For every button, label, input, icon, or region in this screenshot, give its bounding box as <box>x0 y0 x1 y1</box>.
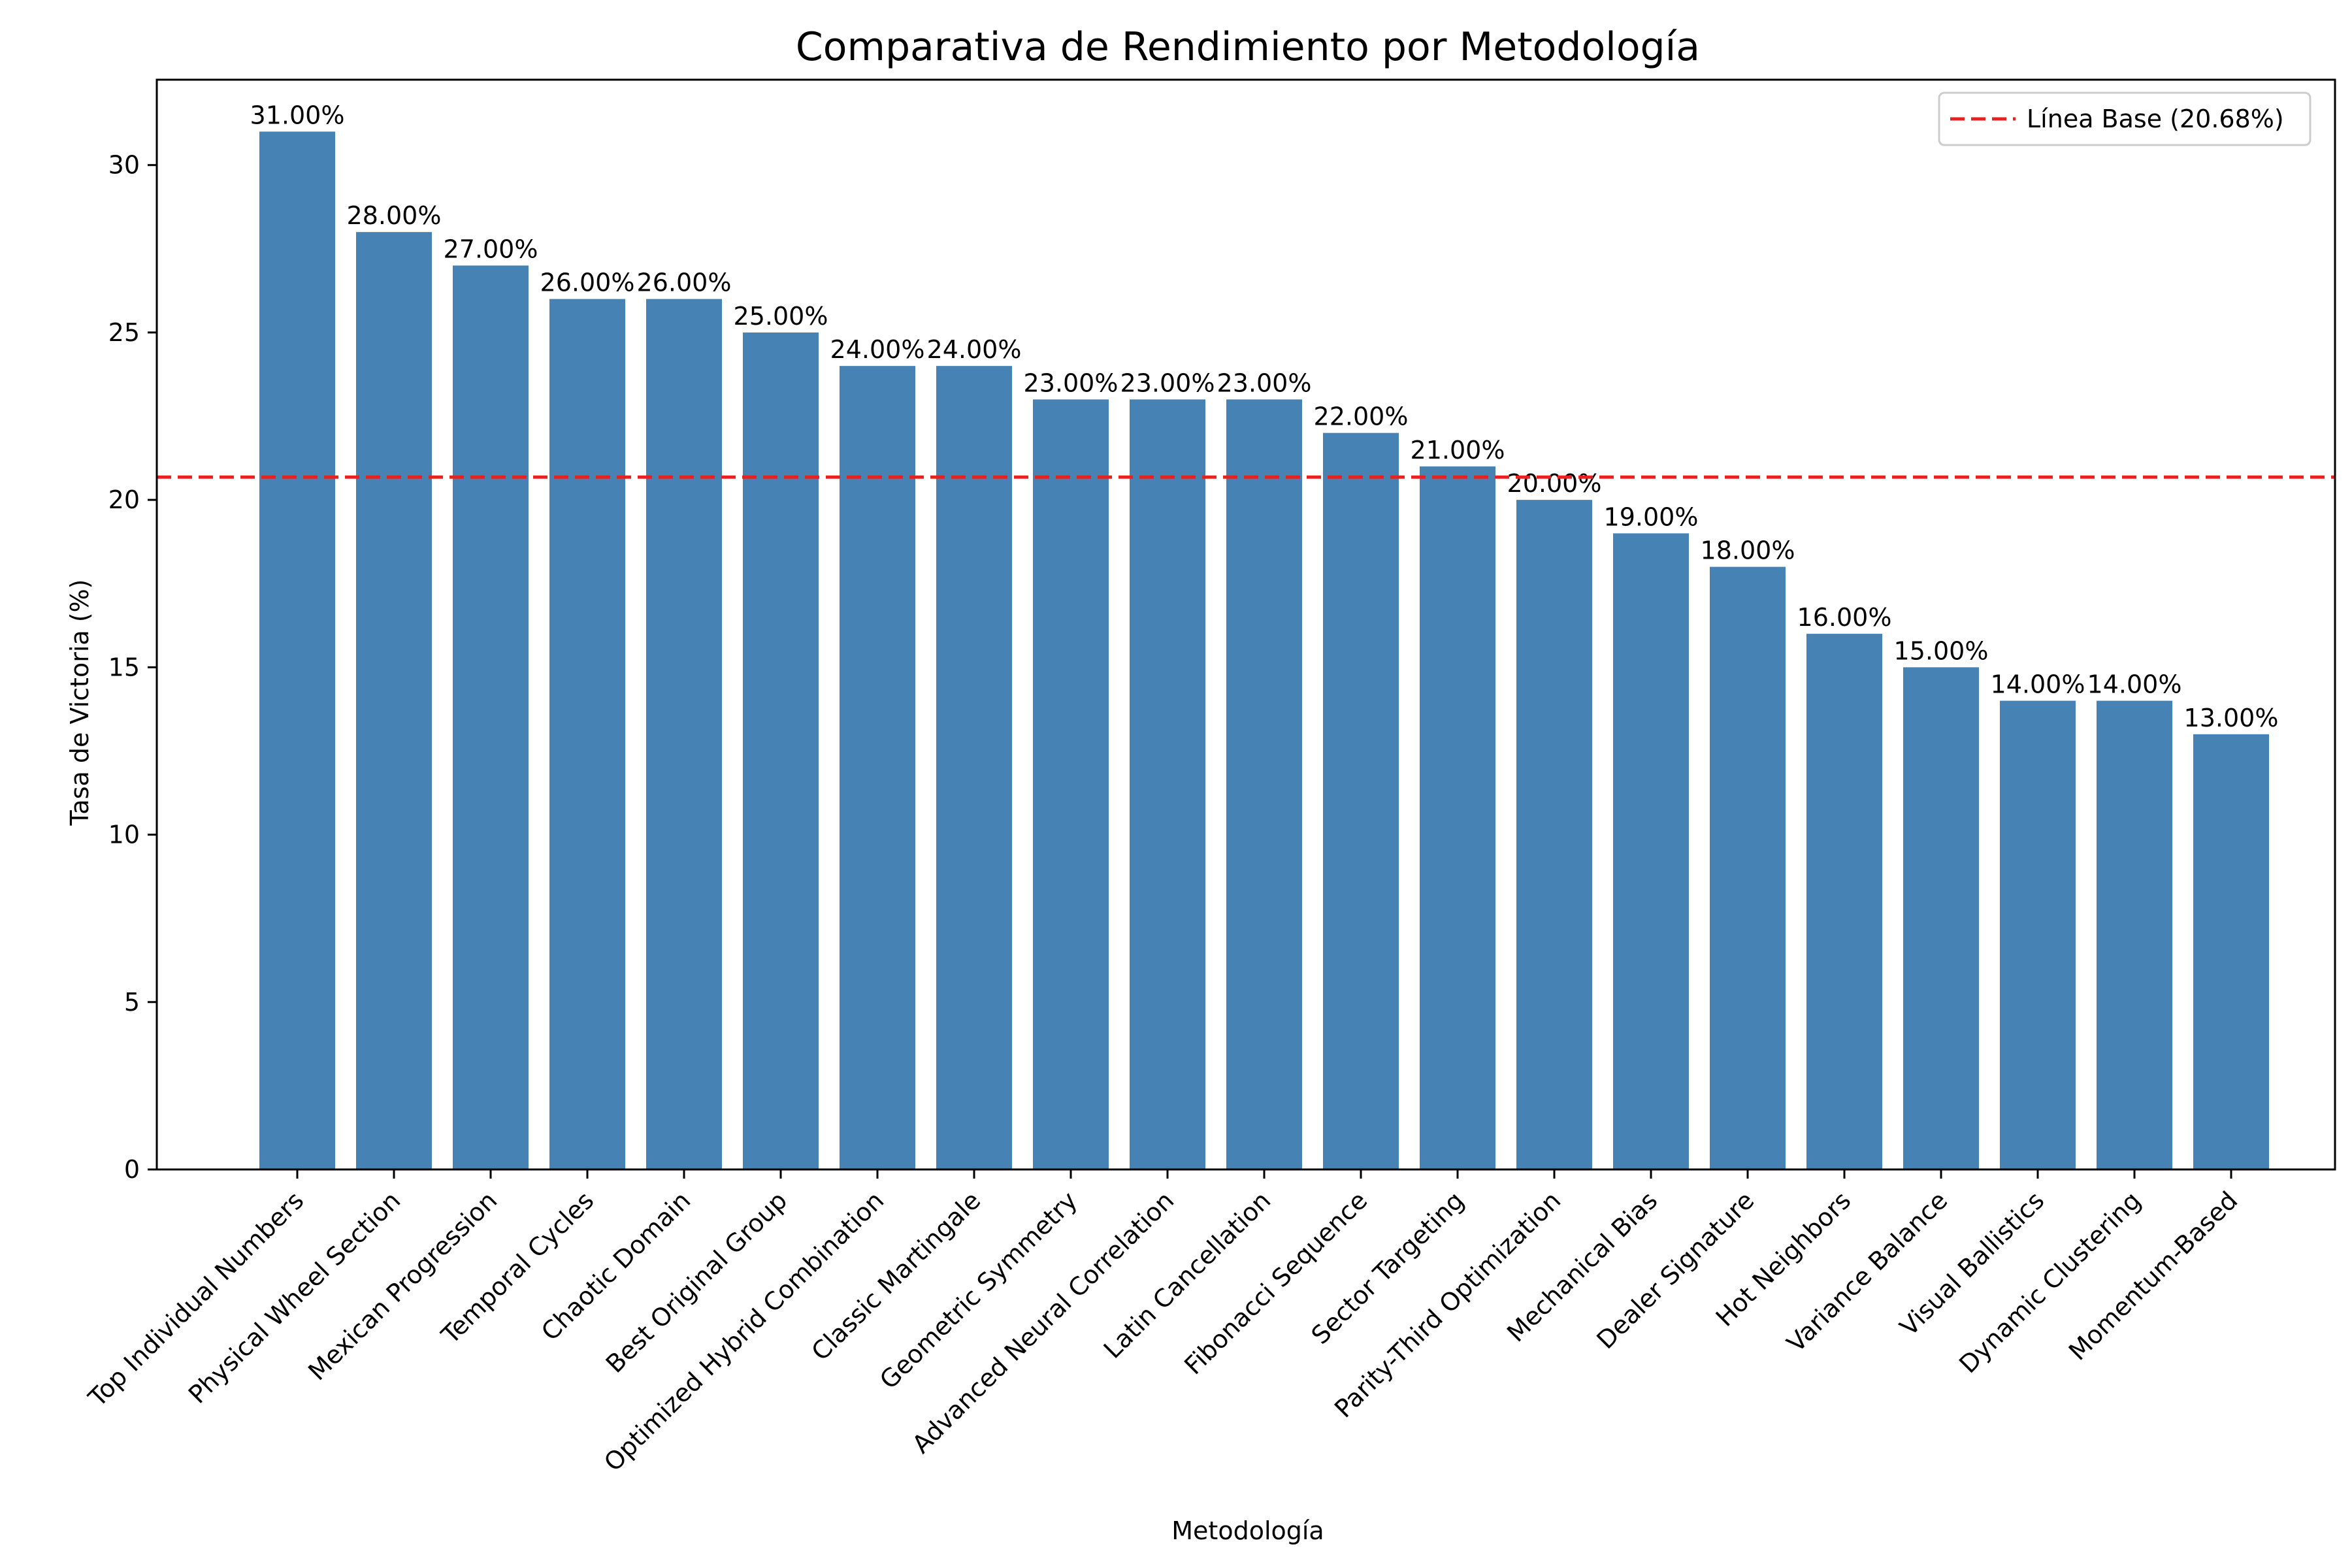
bar-value-label: 25.00% <box>734 302 828 331</box>
x-tick-label: Best Original Group <box>600 1186 793 1379</box>
bar <box>1710 566 1786 1169</box>
bar <box>1903 667 1979 1169</box>
y-tick-label: 20 <box>108 485 140 514</box>
bar <box>2097 700 2172 1169</box>
bar-value-label: 19.00% <box>1604 502 1699 531</box>
bar <box>356 232 432 1169</box>
bar <box>646 299 722 1169</box>
bar-value-label: 20.00% <box>1507 469 1602 498</box>
bar-value-label: 16.00% <box>1797 603 1892 632</box>
bar-value-label: 27.00% <box>444 235 538 263</box>
bar <box>1226 399 1302 1169</box>
bar-value-label: 18.00% <box>1701 536 1795 565</box>
legend-box <box>1938 91 2311 146</box>
bar-value-label: 23.00% <box>1120 368 1215 397</box>
x-tick-label: Fibonacci Sequence <box>1179 1186 1373 1380</box>
bar <box>2000 700 2076 1169</box>
bar <box>1613 533 1689 1169</box>
y-tick-label: 25 <box>108 318 140 347</box>
bar-value-label: 31.00% <box>250 101 345 129</box>
bar <box>936 366 1012 1169</box>
legend: Línea Base (20.68%) <box>1938 91 2311 146</box>
y-axis-title: Tasa de Victoria (%) <box>65 579 94 826</box>
bar <box>2193 734 2269 1169</box>
bar-value-label: 15.00% <box>1894 636 1989 665</box>
bar-value-label: 14.00% <box>1991 670 2085 699</box>
y-tick-label: 15 <box>108 653 140 681</box>
bar-value-label: 13.00% <box>2184 704 2279 732</box>
bar-value-label: 14.00% <box>2087 670 2182 699</box>
bar <box>1323 433 1399 1169</box>
bar <box>549 299 625 1169</box>
bar-value-label: 21.00% <box>1411 436 1505 465</box>
y-tick-label: 0 <box>124 1155 140 1184</box>
bar <box>1033 399 1109 1169</box>
bars-layer: 31.00%28.00%27.00%26.00% 26.00%25.00%24.0… <box>250 101 2279 1170</box>
bar-value-label: 26.00% <box>540 269 635 297</box>
bar-value-label: 24.00% <box>830 335 925 364</box>
x-tick-label: Dealer Signature <box>1591 1186 1759 1354</box>
plot-frame <box>155 78 2336 1171</box>
bar-value-label: 28.00% <box>347 201 442 230</box>
x-tick-label: Geometric Symmetry <box>874 1186 1083 1394</box>
x-tick-label: Variance Balance <box>1781 1186 1953 1358</box>
chart-title: Comparativa de Rendimiento por Metodolog… <box>796 24 1700 70</box>
y-tick-label: 10 <box>108 821 140 849</box>
x-axis-title: Metodología <box>1171 1516 1324 1545</box>
bar <box>1806 634 1882 1169</box>
x-tick-label: Mexican Progression <box>302 1186 502 1386</box>
bar <box>840 366 915 1169</box>
bar-value-label: 24.00% <box>927 335 1022 364</box>
bar <box>259 131 335 1170</box>
bar-value-label: 23.00% <box>1024 368 1119 397</box>
x-tick-label: Latin Cancellation <box>1098 1186 1277 1364</box>
bar <box>1516 500 1592 1169</box>
bar-value-label: 26.00% <box>637 269 732 297</box>
legend-label-baseline: Línea Base (20.68%) <box>2027 105 2284 133</box>
bar <box>1420 466 1495 1169</box>
x-tick-label: Momentum-Based <box>2063 1186 2243 1365</box>
y-tick-label: 30 <box>108 151 140 180</box>
x-tick-label: Dynamic Clustering <box>1953 1186 2146 1379</box>
bar-value-label: 23.00% <box>1217 368 1312 397</box>
x-tick-label: Classic Martingale <box>806 1186 987 1366</box>
bar-value-label: 22.00% <box>1314 402 1409 431</box>
bar <box>453 265 529 1169</box>
y-tick-label: 5 <box>124 988 140 1017</box>
bar <box>743 332 819 1169</box>
bar <box>1130 399 1205 1169</box>
